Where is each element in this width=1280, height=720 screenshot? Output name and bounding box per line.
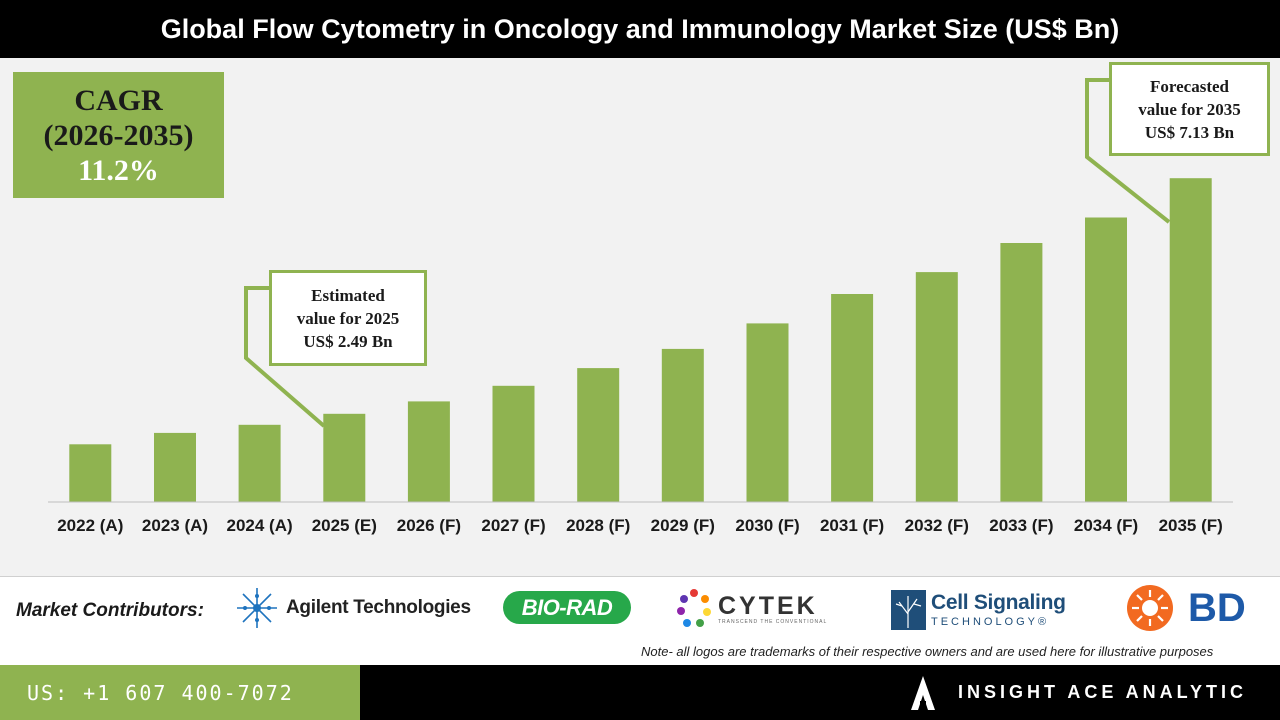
- callout-estimated-line2: value for 2025: [296, 308, 400, 328]
- x-tick-label-0: 2022 (A): [57, 516, 123, 535]
- bar-8: [746, 323, 789, 502]
- bd-logo: BD: [1126, 583, 1246, 633]
- bar-13: [1169, 178, 1212, 502]
- title-bar: Global Flow Cytometry in Oncology and Im…: [0, 0, 1280, 58]
- x-tick-label-9: 2031 (F): [820, 516, 884, 535]
- cell-signaling-tree-icon: [891, 590, 926, 630]
- callout-estimated-line1: Estimated: [311, 285, 385, 305]
- x-tick-label-2: 2024 (A): [227, 516, 293, 535]
- x-tick-label-3: 2025 (E): [312, 516, 377, 535]
- x-tick-label-11: 2033 (F): [989, 516, 1053, 535]
- callout-estimated-line3: US$ 2.49 Bn: [303, 331, 393, 351]
- cagr-label: CAGR: [74, 83, 163, 117]
- bar-6: [577, 368, 620, 502]
- cell-signaling-tagline: TECHNOLOGY®: [931, 616, 1050, 628]
- x-tick-label-13: 2035 (F): [1159, 516, 1223, 535]
- agilent-spark-icon: [237, 588, 277, 628]
- footer-brand: INSIGHT ACE ANALYTIC: [360, 665, 1280, 720]
- contributors-bar: Market Contributors: Agilent Technologie…: [0, 576, 1280, 666]
- agilent-name: Agilent Technologies: [286, 597, 471, 618]
- insight-ace-logo-icon: [911, 676, 935, 710]
- footer-phone: US: +1 607 400-7072: [0, 665, 360, 720]
- bar-2: [238, 424, 281, 502]
- biorad-logo: BIO-RAD: [503, 591, 631, 624]
- cytek-name: CYTEK: [718, 592, 818, 620]
- callout-2025-pointer: [244, 286, 326, 428]
- callout-lines: [244, 78, 1171, 428]
- bar-11: [1000, 243, 1043, 502]
- agilent-logo: Agilent Technologies: [236, 587, 471, 629]
- bar-12: [1085, 217, 1127, 502]
- bar-10: [915, 272, 958, 502]
- biorad-name: BIO-RAD: [521, 594, 613, 620]
- callout-forecasted-line2: value for 2035: [1138, 99, 1241, 119]
- callout-2035-pointer: [1085, 78, 1171, 224]
- x-tick-label-5: 2027 (F): [481, 516, 545, 535]
- trademark-note: Note- all logos are trademarks of their …: [641, 644, 1214, 659]
- cytek-logo: CYTEK TRANSCEND THE CONVENTIONAL: [676, 587, 827, 631]
- page-title: Global Flow Cytometry in Oncology and Im…: [160, 13, 1120, 44]
- callout-forecasted-line3: US$ 7.13 Bn: [1144, 122, 1235, 142]
- bar-3: [323, 413, 366, 502]
- cell-signaling-name: Cell Signaling: [931, 591, 1066, 614]
- cytek-tagline: TRANSCEND THE CONVENTIONAL: [718, 619, 828, 625]
- contributors-label: Market Contributors:: [16, 600, 204, 621]
- bar-1: [154, 432, 196, 502]
- bar-7: [661, 348, 704, 502]
- cell-signaling-logo: Cell Signaling TECHNOLOGY®: [891, 589, 1066, 631]
- cagr-period: (2026-2035): [43, 118, 194, 152]
- bar-4: [407, 401, 450, 502]
- bd-name: BD: [1188, 585, 1246, 630]
- bar-9: [831, 294, 874, 502]
- cagr-value: 11.2%: [78, 153, 159, 187]
- bar-chart: 2022 (A) 2023 (A) 2024 (A) 2025 (E) 2026 (F)…: [48, 78, 1233, 535]
- x-tick-label-8: 2030 (F): [735, 516, 799, 535]
- callout-forecasted-line1: Forecasted: [1150, 76, 1229, 96]
- callout-estimated-2025: Estimated value for 2025 US$ 2.49 Bn: [269, 270, 427, 366]
- x-tick-label-12: 2034 (F): [1074, 516, 1138, 535]
- phone-number: US: +1 607 400-7072: [27, 680, 294, 705]
- brand-name: INSIGHT ACE ANALYTIC: [958, 682, 1248, 702]
- x-tick-label-6: 2028 (F): [566, 516, 630, 535]
- x-tick-label-4: 2026 (F): [397, 516, 461, 535]
- x-tick-label-10: 2032 (F): [905, 516, 969, 535]
- cagr-box: CAGR (2026-2035) 11.2%: [13, 72, 224, 198]
- callout-forecasted-2035: Forecasted value for 2035 US$ 7.13 Bn: [1109, 62, 1270, 156]
- x-tick-label-7: 2029 (F): [651, 516, 715, 535]
- bar-5: [492, 385, 535, 502]
- x-tick-label-1: 2023 (A): [142, 516, 208, 535]
- cytek-dots-icon: [677, 589, 711, 627]
- bar-0: [69, 444, 112, 502]
- bd-sun-icon: [1127, 585, 1173, 631]
